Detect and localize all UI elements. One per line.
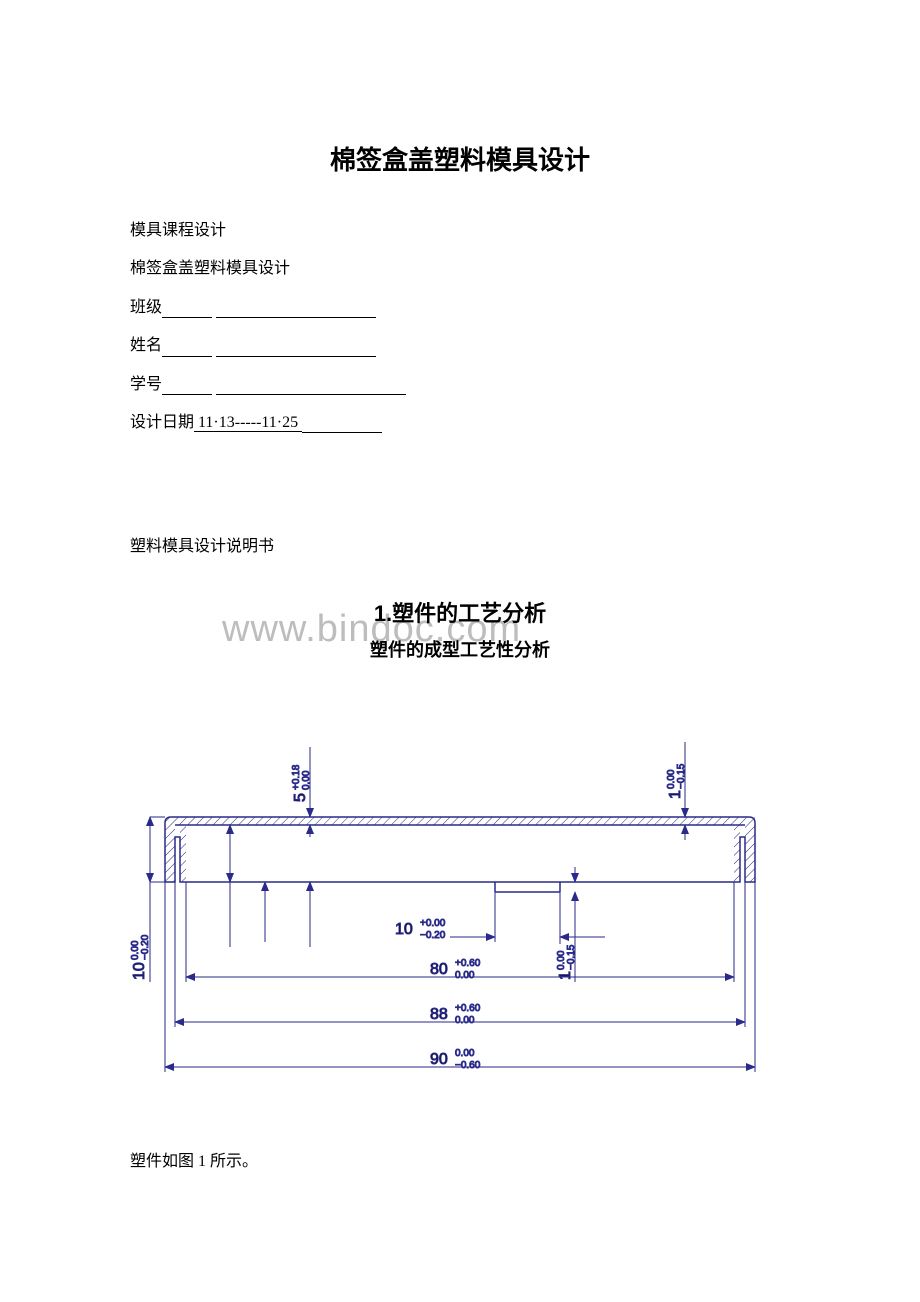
id-label: 学号: [130, 376, 162, 393]
svg-text:0.00: 0.00: [455, 1048, 475, 1059]
form-line-course: 模具课程设计: [130, 212, 790, 250]
form-line-name: 姓名: [130, 327, 790, 365]
dim-88: 88: [430, 1006, 448, 1023]
form-line-date: 设计日期11·13-----11·25: [130, 404, 790, 442]
svg-text:−0.15: −0.15: [676, 764, 687, 790]
svg-text:−0.20: −0.20: [140, 935, 151, 961]
svg-text:−0.20: −0.20: [420, 930, 446, 941]
svg-text:+0.00: +0.00: [420, 918, 446, 929]
svg-text:0.00: 0.00: [301, 770, 312, 790]
caption: 塑件如图 1 所示。: [130, 1147, 790, 1171]
dim-90: 90: [430, 1051, 448, 1068]
svg-text:+0.60: +0.60: [455, 958, 481, 969]
section-subheading: 塑件的成型工艺性分析: [130, 636, 790, 662]
section-heading: 1.塑件的工艺分析: [130, 596, 790, 628]
svg-text:−0.60: −0.60: [455, 1060, 481, 1071]
dim-1-step: 1: [557, 971, 574, 980]
svg-text:0.00: 0.00: [455, 970, 475, 981]
subtitle: 塑料模具设计说明书: [130, 532, 790, 556]
svg-text:0.00: 0.00: [455, 1015, 475, 1026]
dim-10-center: 10: [395, 921, 413, 938]
form-line-id: 学号: [130, 366, 790, 404]
page-title: 棉签盒盖塑料模具设计: [130, 140, 790, 177]
dim-80: 80: [430, 961, 448, 978]
date-value: 11·13-----11·25: [198, 414, 298, 431]
form-line-project: 棉签盒盖塑料模具设计: [130, 250, 790, 288]
form-line-class: 班级: [130, 289, 790, 327]
date-label: 设计日期: [130, 414, 194, 431]
class-label: 班级: [130, 299, 162, 316]
svg-text:+0.60: +0.60: [455, 1003, 481, 1014]
dim-1-top: 1: [667, 790, 684, 799]
name-label: 姓名: [130, 337, 162, 354]
technical-diagram: 5 +0.18 0.00 1 0.00 −0.15 10 0.00 −0.20: [130, 687, 790, 1107]
dim-10-left: 10: [131, 962, 148, 980]
svg-text:−0.15: −0.15: [566, 945, 577, 971]
dim-5: 5: [292, 793, 309, 802]
